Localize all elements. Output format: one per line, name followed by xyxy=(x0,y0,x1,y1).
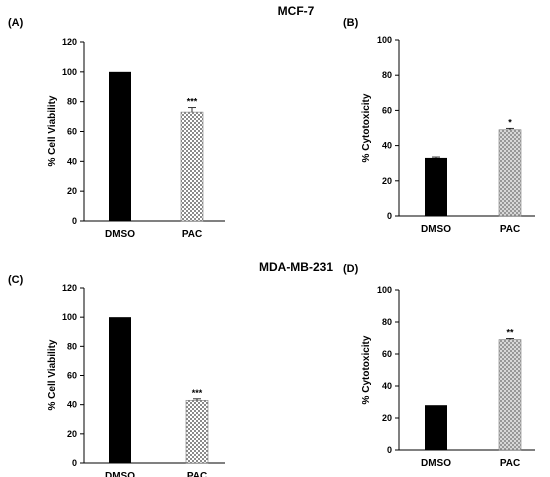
panel-label: (B) xyxy=(343,17,359,29)
y-tick-label: 120 xyxy=(62,283,77,293)
y-tick-label: 80 xyxy=(67,97,77,107)
y-tick-label: 100 xyxy=(62,67,77,77)
y-tick-label: 80 xyxy=(67,341,77,351)
y-axis-label: % Cytotoxicity xyxy=(361,93,372,162)
category-label: DMSO xyxy=(421,458,451,469)
y-tick-label: 100 xyxy=(377,35,392,45)
significance-mark: ** xyxy=(506,327,514,337)
y-tick-label: 100 xyxy=(62,312,77,322)
bar-pac xyxy=(498,129,522,217)
y-tick-label: 0 xyxy=(72,216,77,226)
y-tick-label: 60 xyxy=(382,349,392,359)
bar-pac xyxy=(498,339,522,451)
y-axis-label: % Cell Viability xyxy=(47,95,58,166)
significance-mark: * xyxy=(508,117,512,127)
bar-dmso xyxy=(425,157,447,216)
category-label: PAC xyxy=(182,229,202,240)
y-tick-label: 60 xyxy=(382,105,392,115)
y-axis-label: % Cell Viability xyxy=(47,339,58,410)
y-tick-label: 20 xyxy=(382,176,392,186)
category-label: PAC xyxy=(187,471,207,477)
y-tick-label: 80 xyxy=(382,70,392,80)
bar-pac xyxy=(185,399,209,464)
y-tick-label: 60 xyxy=(67,127,77,137)
panel-label: (D) xyxy=(343,263,359,275)
panel-a: (A) 0 20 40 60 80 100 120 % Cell Viability DMSO **… xyxy=(8,17,225,240)
y-tick-label: 60 xyxy=(67,371,77,381)
panel-b: (B) 0 20 40 60 80 100 % Cytotoxicity DMSO * PAC xyxy=(343,17,535,235)
figure-title-mcf7: MCF-7 xyxy=(278,4,315,18)
category-label: DMSO xyxy=(105,471,135,477)
y-tick-label: 0 xyxy=(72,458,77,468)
panel-d: (D) 0 20 40 60 80 100 % Cytotoxicity DMSO ** PAC xyxy=(343,263,535,469)
y-tick-label: 120 xyxy=(62,37,77,47)
bar-dmso xyxy=(109,317,131,463)
bar-dmso xyxy=(109,71,131,221)
y-tick-label: 20 xyxy=(382,413,392,423)
y-tick-label: 40 xyxy=(67,156,77,166)
y-tick-label: 40 xyxy=(67,400,77,410)
figure-title-mda-mb-231: MDA-MB-231 xyxy=(259,260,333,274)
category-label: PAC xyxy=(500,224,520,235)
category-label: DMSO xyxy=(421,224,451,235)
panel-c: (C) 0 20 40 60 80 100 120 % Cell Viability DMSO **… xyxy=(8,274,225,477)
y-tick-label: 20 xyxy=(67,429,77,439)
panel-label: (C) xyxy=(8,274,24,286)
category-label: DMSO xyxy=(105,229,135,240)
y-tick-label: 100 xyxy=(377,285,392,295)
category-label: PAC xyxy=(500,458,520,469)
y-tick-label: 0 xyxy=(387,445,392,455)
y-tick-label: 20 xyxy=(67,186,77,196)
y-tick-label: 40 xyxy=(382,381,392,391)
y-tick-label: 80 xyxy=(382,317,392,327)
bar-dmso xyxy=(425,405,447,450)
y-axis-label: % Cytotoxicity xyxy=(361,335,372,404)
significance-mark: *** xyxy=(192,388,203,398)
bar-pac xyxy=(180,111,204,222)
y-tick-label: 0 xyxy=(387,211,392,221)
panel-label: (A) xyxy=(8,17,24,29)
significance-mark: *** xyxy=(187,97,198,107)
y-tick-label: 40 xyxy=(382,141,392,151)
